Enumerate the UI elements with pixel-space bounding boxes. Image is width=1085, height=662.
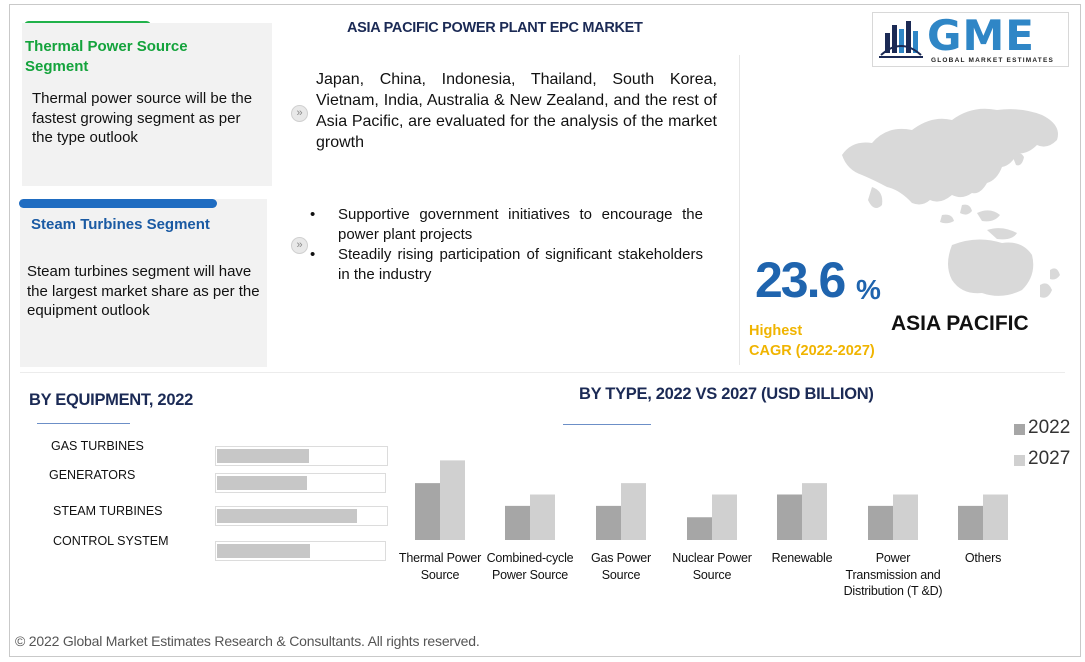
bar-2027 xyxy=(530,494,555,540)
bar-2027 xyxy=(621,483,646,540)
bar-2022 xyxy=(687,517,712,540)
bar-2027 xyxy=(712,494,737,540)
x-tick-label: Renewable xyxy=(771,551,833,565)
region-name: ASIA PACIFIC xyxy=(891,312,1029,335)
bar-2022 xyxy=(596,505,621,540)
equipment-bar-track xyxy=(215,506,388,526)
chart-legend: 2022 2027 xyxy=(1014,417,1070,479)
card-title: Steam Turbines Segment xyxy=(31,216,210,233)
equipment-bar xyxy=(217,449,309,463)
bar-2022 xyxy=(505,505,530,540)
legend-label: 2027 xyxy=(1028,448,1071,469)
infographic-frame xyxy=(9,4,1081,657)
copyright-footer: © 2022 Global Market Estimates Research … xyxy=(15,633,480,649)
title-underline xyxy=(37,423,130,424)
bar-2027 xyxy=(802,483,827,540)
equipment-label: GAS TURBINES xyxy=(51,439,144,453)
blue-accent-bar xyxy=(19,199,217,208)
type-bar-chart xyxy=(415,460,1008,540)
chevron-right-icon: » xyxy=(291,237,308,254)
gme-logo: GME GLOBAL MARKET ESTIMATES xyxy=(872,11,1069,67)
bar-2022 xyxy=(958,505,983,540)
equipment-bar xyxy=(217,476,307,490)
x-tick-label: Others xyxy=(964,551,1002,565)
type-chart-title: BY TYPE, 2022 VS 2027 (USD BILLION) xyxy=(579,385,874,403)
legend-item-2027: 2027 xyxy=(1014,448,1070,479)
equipment-bar-track xyxy=(215,446,388,466)
x-tick-label: Power Transmission and Distribution (T &… xyxy=(843,551,943,598)
bar-2027 xyxy=(440,460,465,540)
globe-buildings-icon xyxy=(879,21,923,58)
equipment-chart-title: BY EQUIPMENT, 2022 xyxy=(29,391,193,409)
bar-2027 xyxy=(983,494,1008,540)
regions-paragraph: Japan, China, Indonesia, Thailand, South… xyxy=(316,71,717,151)
cagr-value: 23.6 xyxy=(755,252,846,308)
title-underline xyxy=(563,424,651,425)
page-title: ASIA PACIFIC POWER PLANT EPC MARKET xyxy=(347,20,643,36)
equipment-bar xyxy=(217,544,310,558)
cagr-label-line1: Highest xyxy=(749,323,803,339)
cagr-label-line2: CAGR (2022-2027) xyxy=(749,343,875,359)
cagr-unit: % xyxy=(856,274,881,305)
equipment-label: GENERATORS xyxy=(49,468,136,482)
legend-swatch xyxy=(1014,424,1025,435)
card-text: Steam turbines segment will have the lar… xyxy=(27,263,260,319)
legend-label: 2022 xyxy=(1028,417,1071,438)
equipment-bar xyxy=(217,509,357,523)
asia-pacific-map xyxy=(842,108,1060,298)
equipment-label: STEAM TURBINES xyxy=(53,504,163,518)
vertical-divider xyxy=(739,55,740,365)
bar-2022 xyxy=(415,483,440,540)
x-tick-label: Combined-cycle Power Source xyxy=(486,551,574,582)
bar-2022 xyxy=(777,494,802,540)
equipment-label: CONTROL SYSTEM xyxy=(53,534,169,548)
card-title: Thermal Power Source Segment xyxy=(25,38,188,75)
card-text: Thermal power source will be the fastest… xyxy=(32,90,253,146)
horizontal-divider xyxy=(20,372,1065,373)
legend-item-2022: 2022 xyxy=(1014,417,1070,448)
list-item: Steadily rising participation of signifi… xyxy=(307,245,703,285)
bar-2027 xyxy=(893,494,918,540)
cagr-label: Highest CAGR (2022-2027) xyxy=(749,321,875,361)
thermal-segment-card: Thermal Power Source Segment Thermal pow… xyxy=(22,23,272,186)
bar-2022 xyxy=(868,505,893,540)
logo-text: GME xyxy=(927,11,1035,60)
steam-turbines-card: Steam Turbines Segment Steam turbines se… xyxy=(20,199,267,367)
list-item: Supportive government initiatives to enc… xyxy=(307,205,703,245)
chevron-right-icon: » xyxy=(291,105,308,122)
x-tick-label: Thermal Power Source xyxy=(398,551,482,582)
equipment-bar-track xyxy=(215,473,386,493)
equipment-bar-track xyxy=(215,541,386,561)
drivers-list: Supportive government initiatives to enc… xyxy=(307,205,703,285)
x-tick-label: Gas Power Source xyxy=(590,551,652,582)
logo-subtitle: GLOBAL MARKET ESTIMATES xyxy=(931,57,1055,64)
legend-swatch xyxy=(1014,455,1025,466)
x-tick-label: Nuclear Power Source xyxy=(672,551,752,582)
